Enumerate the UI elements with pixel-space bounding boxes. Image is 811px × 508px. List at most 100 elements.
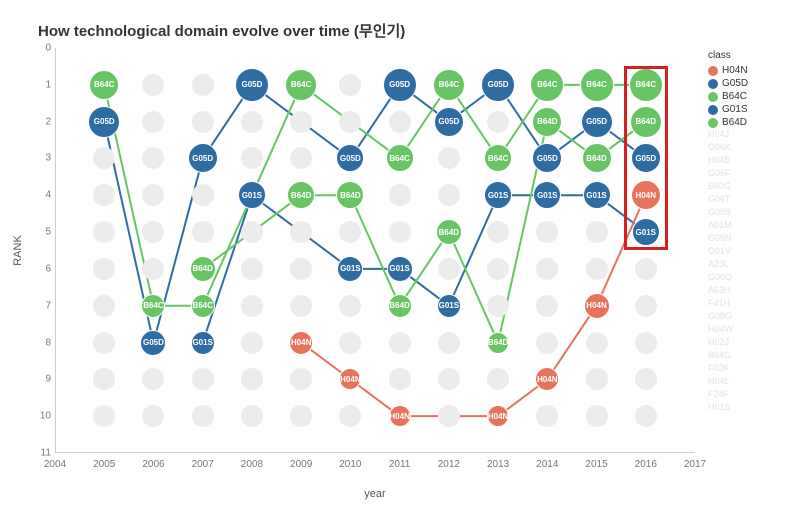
- legend-item[interactable]: G01S: [708, 104, 748, 115]
- point-H04N: H04N: [487, 405, 509, 427]
- background-dot: [192, 111, 214, 133]
- background-dot: [586, 368, 608, 390]
- chart-container: How technological domain evolve over tim…: [0, 0, 811, 508]
- ghost-legend-item: G08G: [708, 310, 733, 323]
- point-G01S: G01S: [437, 294, 461, 318]
- y-tick: 3: [33, 153, 51, 164]
- background-dot: [290, 295, 312, 317]
- ghost-legend: H04JG06KH04BG06FB60GG06TG08BA01MG06NG01V…: [708, 128, 733, 414]
- ghost-legend-item: G06Q: [708, 271, 733, 284]
- point-G01S: G01S: [583, 181, 611, 209]
- x-tick: 2011: [389, 459, 411, 470]
- background-dot: [339, 221, 361, 243]
- y-tick: 9: [33, 374, 51, 385]
- background-dot: [290, 111, 312, 133]
- background-dot: [93, 295, 115, 317]
- ghost-legend-item: B60G: [708, 180, 733, 193]
- background-dot: [586, 405, 608, 427]
- background-dot: [241, 111, 263, 133]
- y-tick: 8: [33, 337, 51, 348]
- background-dot: [389, 332, 411, 354]
- point-H04N: H04N: [389, 405, 411, 427]
- x-tick: 2017: [684, 459, 706, 470]
- point-H04N: H04N: [289, 331, 313, 355]
- point-G05D: G05D: [383, 68, 417, 102]
- background-dot: [635, 295, 657, 317]
- background-dot: [635, 405, 657, 427]
- ghost-legend-item: F24F: [708, 388, 733, 401]
- point-B64D: B64D: [487, 332, 509, 354]
- background-dot: [192, 405, 214, 427]
- point-B64C: B64C: [285, 69, 317, 101]
- x-tick: 2016: [635, 459, 657, 470]
- legend-title: class: [708, 50, 748, 61]
- point-B64D: B64D: [582, 143, 612, 173]
- y-tick: 5: [33, 227, 51, 238]
- legend-swatch: [708, 118, 718, 128]
- point-B64C: B64C: [191, 294, 215, 318]
- point-G01S: G01S: [238, 181, 266, 209]
- background-dot: [438, 368, 460, 390]
- ghost-legend-item: G06K: [708, 141, 733, 154]
- point-B64D: B64D: [287, 181, 315, 209]
- background-dot: [339, 295, 361, 317]
- point-G05D: G05D: [532, 143, 562, 173]
- y-tick: 10: [33, 411, 51, 422]
- background-dot: [536, 258, 558, 280]
- point-H04N: H04N: [339, 368, 361, 390]
- background-dot: [438, 147, 460, 169]
- legend-items: H04N G05D B64C G01S B64D: [708, 65, 748, 128]
- legend-item[interactable]: B64C: [708, 91, 748, 102]
- x-tick: 2006: [142, 459, 164, 470]
- background-dot: [142, 111, 164, 133]
- point-B64C: B64C: [433, 69, 465, 101]
- background-dot: [241, 368, 263, 390]
- background-dot: [241, 332, 263, 354]
- point-G01S: G01S: [191, 331, 215, 355]
- y-tick: 0: [33, 43, 51, 54]
- legend-item[interactable]: B64D: [708, 117, 748, 128]
- x-tick: 2009: [290, 459, 312, 470]
- background-dot: [635, 332, 657, 354]
- background-dot: [290, 147, 312, 169]
- ghost-legend-item: G06T: [708, 193, 733, 206]
- background-dot: [438, 405, 460, 427]
- x-tick: 2005: [93, 459, 115, 470]
- background-dot: [586, 332, 608, 354]
- background-dot: [487, 221, 509, 243]
- point-B64C: B64C: [386, 144, 414, 172]
- y-tick: 11: [33, 448, 51, 459]
- y-tick: 7: [33, 300, 51, 311]
- background-dot: [142, 368, 164, 390]
- point-G05D: G05D: [434, 107, 464, 137]
- legend: class H04N G05D B64C G01S B64D: [708, 50, 748, 130]
- background-dot: [142, 258, 164, 280]
- background-dot: [241, 405, 263, 427]
- background-dot: [93, 184, 115, 206]
- point-H04N: H04N: [584, 293, 610, 319]
- point-B64C: B64C: [484, 144, 512, 172]
- background-dot: [241, 258, 263, 280]
- background-dot: [487, 111, 509, 133]
- background-dot: [536, 221, 558, 243]
- background-dot: [438, 332, 460, 354]
- point-G05D: G05D: [581, 106, 613, 138]
- background-dot: [290, 368, 312, 390]
- background-dot: [389, 111, 411, 133]
- ghost-legend-item: H02J: [708, 336, 733, 349]
- highlight-box: [624, 66, 668, 250]
- point-B64C: B64C: [580, 68, 614, 102]
- background-dot: [192, 184, 214, 206]
- x-tick: 2008: [241, 459, 263, 470]
- background-dot: [241, 147, 263, 169]
- background-dot: [586, 221, 608, 243]
- legend-item[interactable]: H04N: [708, 65, 748, 76]
- ghost-legend-item: F02K: [708, 362, 733, 375]
- ghost-legend-item: H04W: [708, 323, 733, 336]
- background-dot: [241, 221, 263, 243]
- background-dot: [93, 258, 115, 280]
- legend-item[interactable]: G05D: [708, 78, 748, 89]
- background-dot: [635, 258, 657, 280]
- ghost-legend-item: F41H: [708, 297, 733, 310]
- x-tick: 2007: [192, 459, 214, 470]
